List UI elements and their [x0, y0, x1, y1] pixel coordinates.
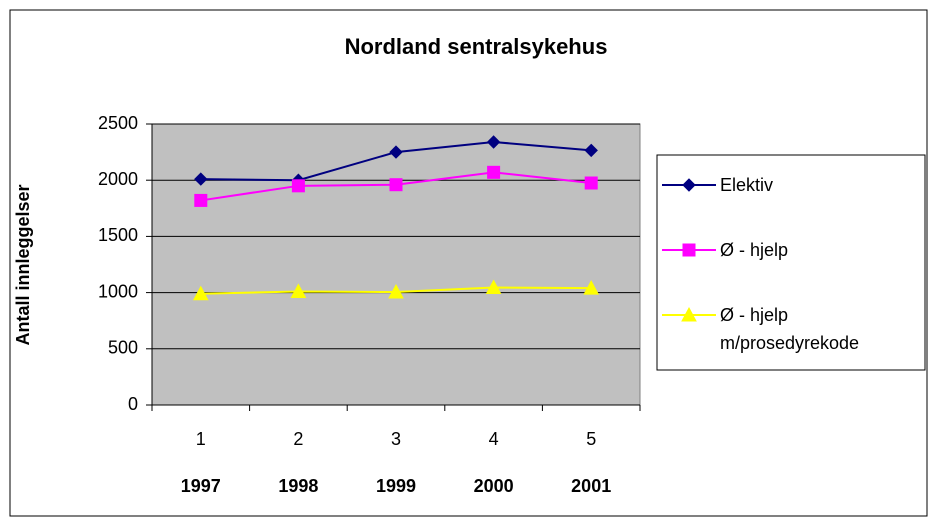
point-marker	[389, 178, 403, 192]
x-tick-label: 1	[196, 429, 206, 449]
point-marker	[486, 135, 501, 149]
point-marker	[291, 179, 305, 193]
y-tick-label: 500	[108, 338, 138, 358]
x-tick-label: 5	[586, 429, 596, 449]
y-tick-label: 2000	[98, 169, 138, 189]
y-tick-label: 2500	[98, 113, 138, 133]
x-year-label: 1998	[278, 476, 318, 496]
legend-marker	[682, 178, 696, 192]
point-marker	[583, 280, 600, 295]
point-marker	[290, 283, 307, 298]
y-tick-label: 1500	[98, 225, 138, 245]
point-marker	[194, 193, 208, 207]
y-tick-label: 0	[128, 394, 138, 414]
point-marker	[389, 145, 403, 159]
y-tick-label: 1000	[98, 281, 138, 301]
x-tick-label: 4	[489, 429, 499, 449]
legend-marker	[682, 243, 696, 257]
y-axis-label: Antall innleggelser	[13, 184, 33, 345]
chart-title: Nordland sentralsykehus	[345, 34, 608, 59]
point-marker	[584, 143, 598, 158]
point-marker	[194, 172, 208, 186]
point-marker	[584, 176, 598, 190]
legend	[656, 154, 926, 371]
point-marker	[388, 283, 404, 299]
x-year-label: 2001	[571, 476, 611, 496]
legend-label: Ø - hjelp	[720, 240, 789, 260]
point-marker	[485, 279, 502, 295]
plot-area	[151, 123, 641, 406]
x-year-label: 2000	[474, 476, 514, 496]
x-tick-label: 3	[391, 429, 401, 449]
legend-label: Elektiv	[720, 175, 774, 195]
x-tick-label: 2	[293, 429, 303, 449]
point-marker	[192, 285, 209, 301]
x-year-label: 1999	[376, 476, 416, 496]
legend-label: Ø - hjelp m/prosedyrekode	[720, 305, 860, 353]
legend-marker	[681, 306, 697, 322]
x-year-label: 1997	[181, 476, 221, 496]
point-marker	[487, 165, 501, 179]
